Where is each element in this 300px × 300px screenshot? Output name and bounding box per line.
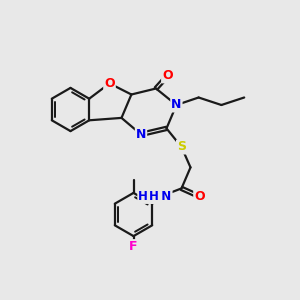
Text: H N: H N (149, 190, 172, 203)
Text: O: O (194, 190, 205, 203)
Text: H N: H N (138, 190, 160, 203)
Text: N: N (136, 128, 146, 141)
Text: F: F (129, 240, 138, 253)
Text: O: O (104, 77, 115, 90)
Text: S: S (177, 140, 186, 154)
Text: N: N (171, 98, 182, 112)
Text: O: O (162, 69, 173, 82)
